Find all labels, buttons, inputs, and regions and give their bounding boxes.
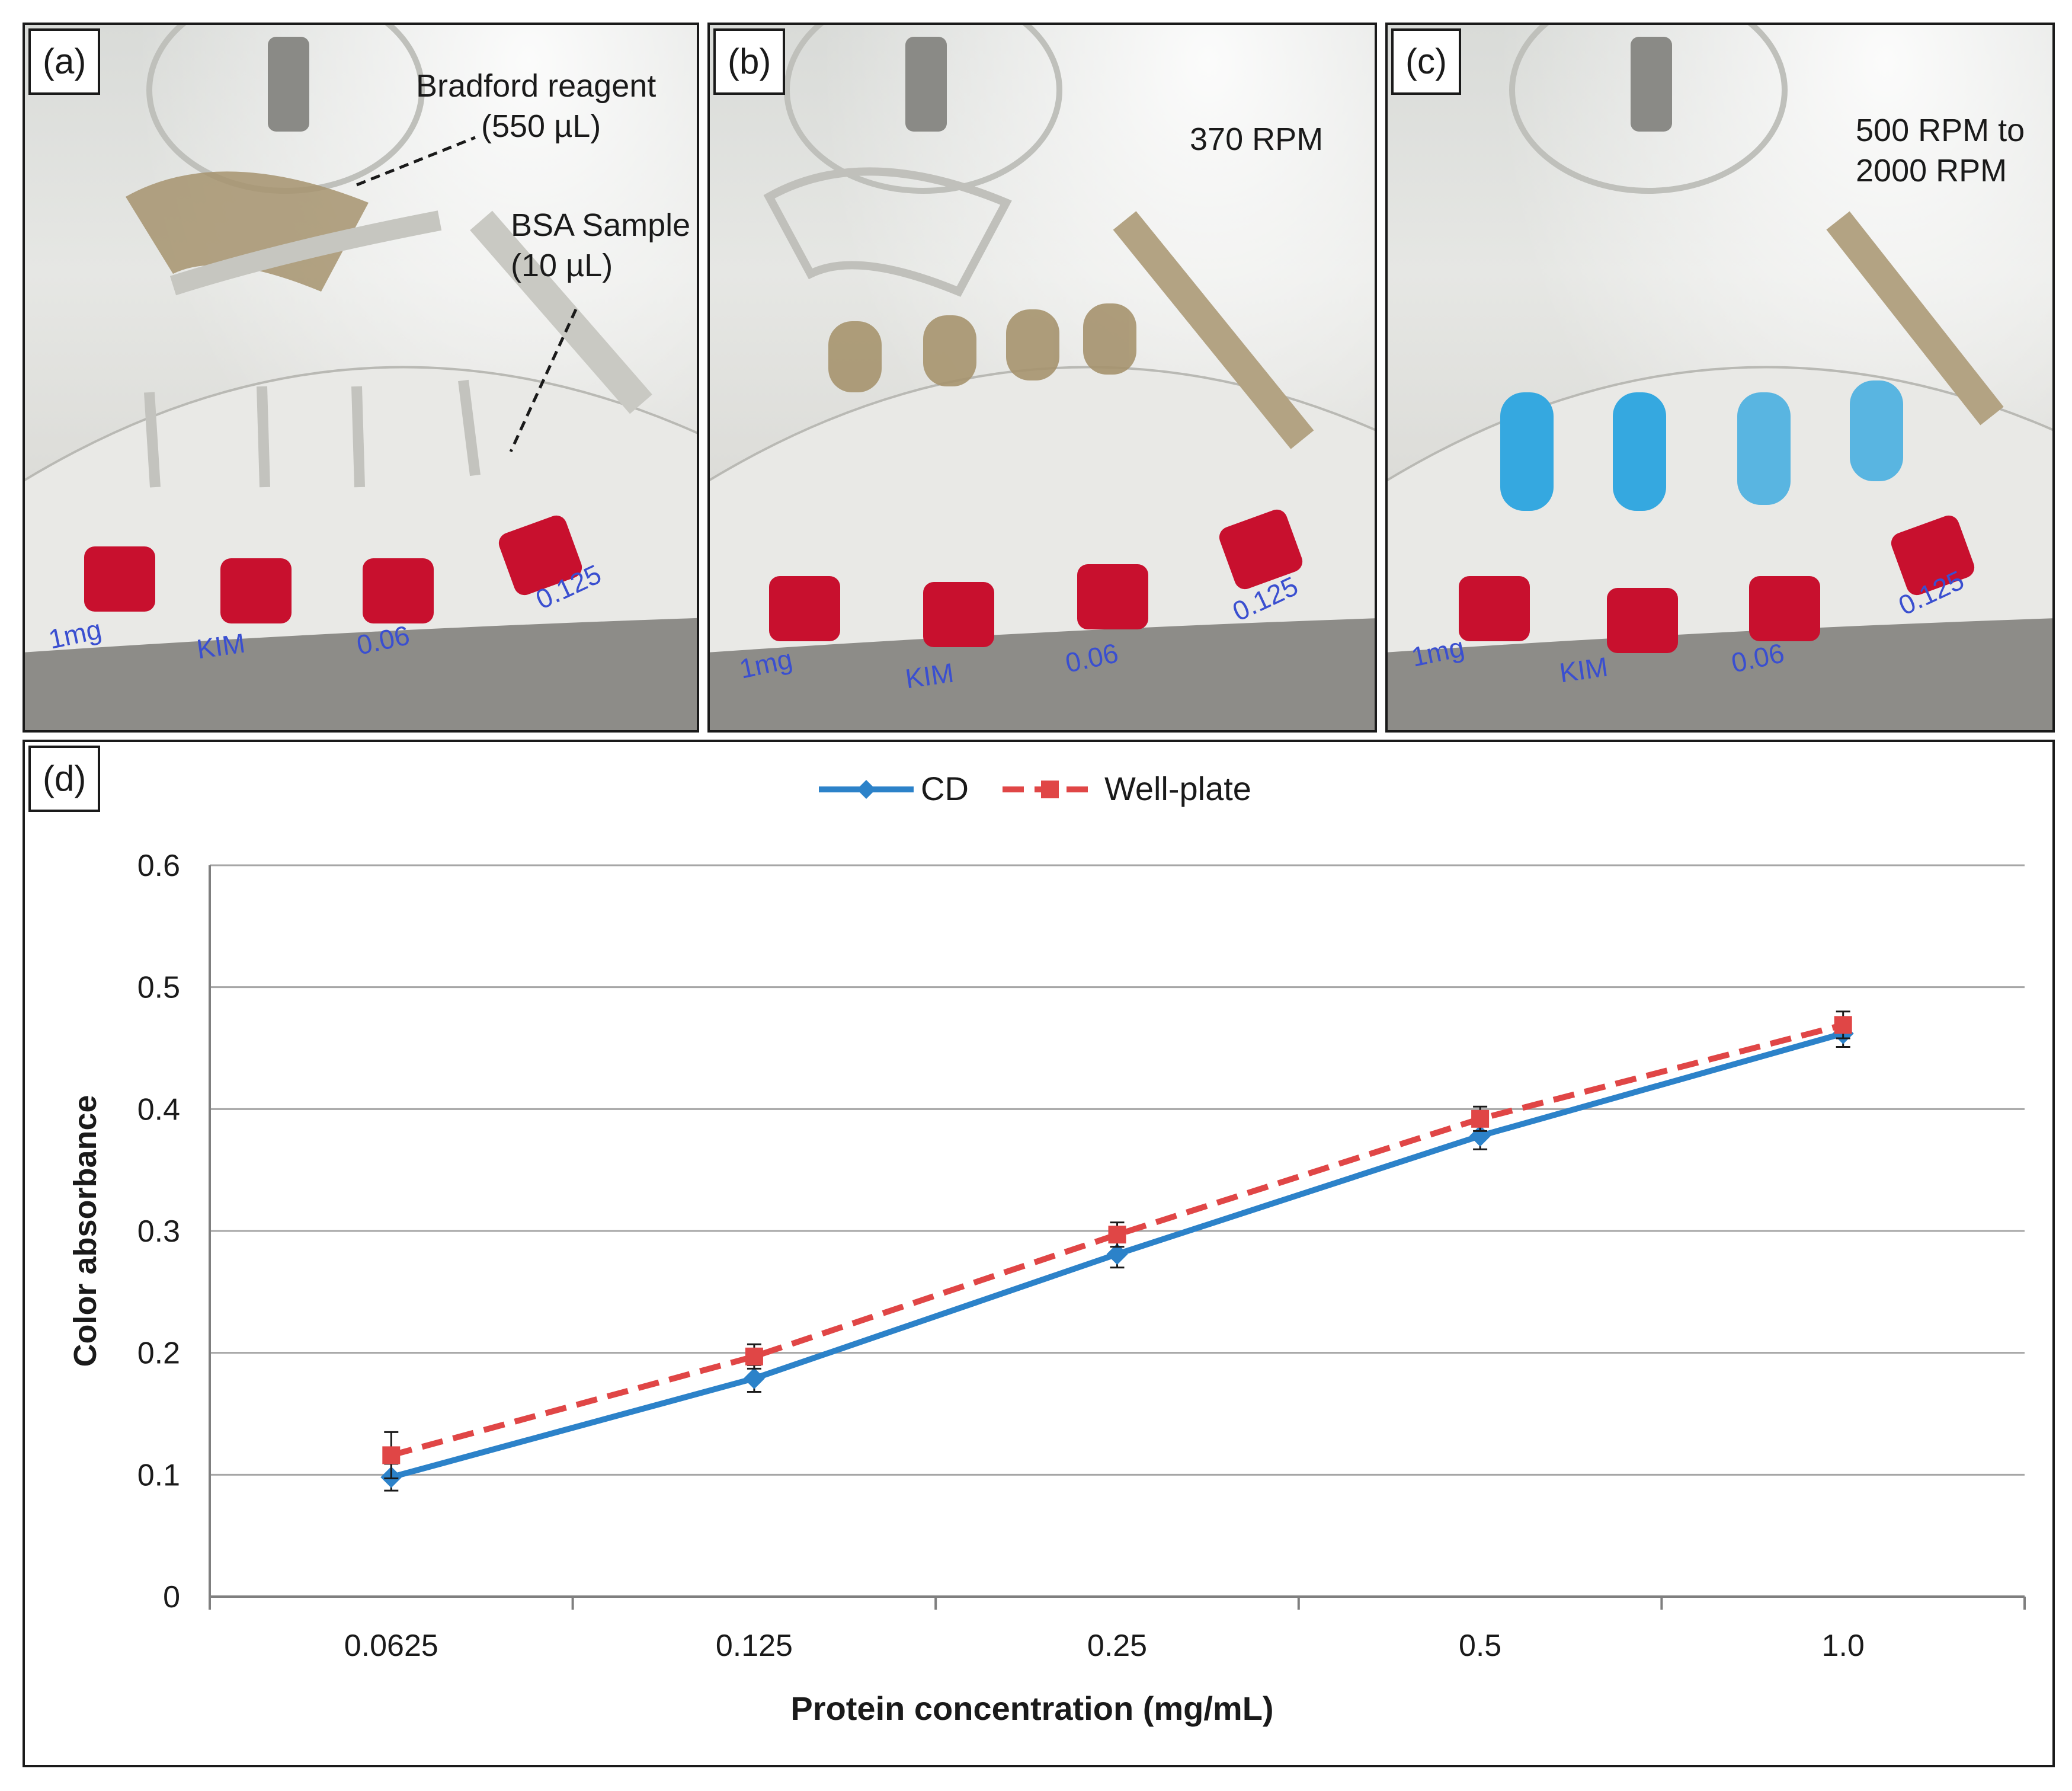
red-wells — [84, 515, 582, 623]
wellplate-point — [1834, 1016, 1852, 1034]
wellplate-point — [1471, 1109, 1490, 1128]
reagent-chamber — [126, 171, 369, 292]
rpm-label-c-line2: 2000 RPM — [1856, 152, 2007, 188]
sample-leader-line — [509, 308, 578, 453]
panel-d-tag: (d) — [28, 746, 101, 812]
siphon-channel — [169, 210, 442, 296]
y-tick-label: 0.3 — [137, 1214, 180, 1249]
x-tick-label: 0.5 — [1459, 1629, 1501, 1663]
rpm-label-b: 370 RPM — [1190, 121, 1324, 157]
photo-panel-b: (b) 370 RPM 1mg KIM 0.06 0.125 — [707, 23, 1377, 733]
axes: 0 0.1 0.2 0.3 0.4 0.5 0.6 0.0625 0.125 0.25 0.5 1.0 — [137, 849, 2026, 1663]
red-wells — [769, 509, 1303, 647]
well-label-2: KIM — [1557, 651, 1610, 689]
wellplate-point — [745, 1347, 763, 1365]
disc-rim — [25, 618, 697, 730]
reagent-label: Bradford reagent (550 µL) — [416, 66, 656, 146]
disc-illustration-a — [25, 25, 697, 730]
series — [380, 1010, 1854, 1492]
series-cd — [380, 1019, 1854, 1492]
cd-point — [743, 1367, 765, 1389]
wellplate-point — [382, 1446, 401, 1464]
chart-panel-d: (d) CD Well-plate 0 0.1 0.2 0.3 0.4 0.5 0.6 0.0… — [23, 740, 2055, 1767]
empty-reagent-chamber — [763, 167, 1012, 297]
sample-overflow — [470, 210, 652, 414]
hub-pin — [268, 37, 309, 132]
overflow-channel — [1826, 211, 2004, 426]
reagent-label-name: Bradford reagent — [416, 68, 656, 104]
absorbance-chart: CD Well-plate 00.10.20.30.40.50.60.0625 0… — [68, 770, 2026, 1727]
panel-a-tag: (a) — [28, 28, 101, 95]
series-wellplate — [382, 1010, 1852, 1480]
disc-illustration-b — [710, 25, 1375, 730]
hub-ring — [1509, 25, 1788, 194]
legend-wellplate-marker — [1041, 781, 1059, 798]
wellplate-line — [390, 1022, 1844, 1459]
y-tick-label: 0.5 — [137, 971, 180, 1005]
rpm-label-c-line1: 500 RPM to — [1856, 113, 2025, 148]
y-tick-label: 0.1 — [137, 1458, 180, 1492]
blue-chambers — [1500, 380, 1903, 511]
reagent-leader-line — [356, 136, 476, 187]
sample-label-name: BSA Sample — [511, 207, 691, 243]
x-tick-label: 0.125 — [716, 1629, 793, 1663]
cd-point — [1106, 1243, 1128, 1265]
y-axis-label: Color absorbance — [68, 1095, 103, 1367]
gridlines — [210, 864, 2025, 1476]
well-label-2: KIM — [903, 657, 956, 695]
x-tick-label: 1.0 — [1822, 1629, 1865, 1663]
legend-cd-marker — [857, 780, 876, 799]
x-tick-label: 0.0625 — [344, 1629, 438, 1663]
disc-rim — [710, 618, 1375, 730]
legend: CD Well-plate — [819, 770, 1251, 807]
disc-illustration-c — [1388, 25, 2052, 730]
metering-chambers — [144, 379, 481, 488]
y-tick-label: 0 — [163, 1580, 180, 1614]
red-wells — [1459, 515, 1975, 653]
x-axis-label: Protein concentration (mg/mL) — [790, 1690, 1273, 1727]
hub-ring — [784, 25, 1062, 194]
legend-wellplate-label: Well-plate — [1104, 770, 1251, 807]
legend-cd-label: CD — [921, 770, 969, 807]
disc-rim — [1388, 618, 2052, 730]
y-tick-label: 0.2 — [137, 1336, 180, 1371]
sample-label-volume: (10 µL) — [511, 247, 613, 283]
photo-panel-c: (c) 500 RPM to 2000 RPM 1mg KIM 0.06 0.1… — [1385, 23, 2055, 733]
well-label-2: KIM — [194, 627, 247, 665]
hub-pin — [905, 37, 947, 132]
panel-b-tag: (b) — [713, 28, 786, 95]
sample-label: BSA Sample (10 µL) — [511, 206, 690, 286]
x-tick-label: 0.25 — [1087, 1629, 1147, 1663]
hub-pin — [1631, 37, 1672, 132]
filled-metering-chambers — [828, 303, 1136, 392]
photo-panel-a: (a) Bradford reagent (550 µL) BSA Sample… — [23, 23, 699, 733]
y-tick-label: 0.6 — [137, 849, 180, 883]
overflow-channel — [1113, 211, 1314, 449]
rpm-label-c: 500 RPM to 2000 RPM — [1856, 111, 2025, 191]
y-tick-label: 0.4 — [137, 1092, 180, 1127]
reagent-label-volume: (550 µL) — [481, 108, 601, 144]
wellplate-point — [1108, 1226, 1126, 1244]
panel-c-tag: (c) — [1391, 28, 1461, 95]
